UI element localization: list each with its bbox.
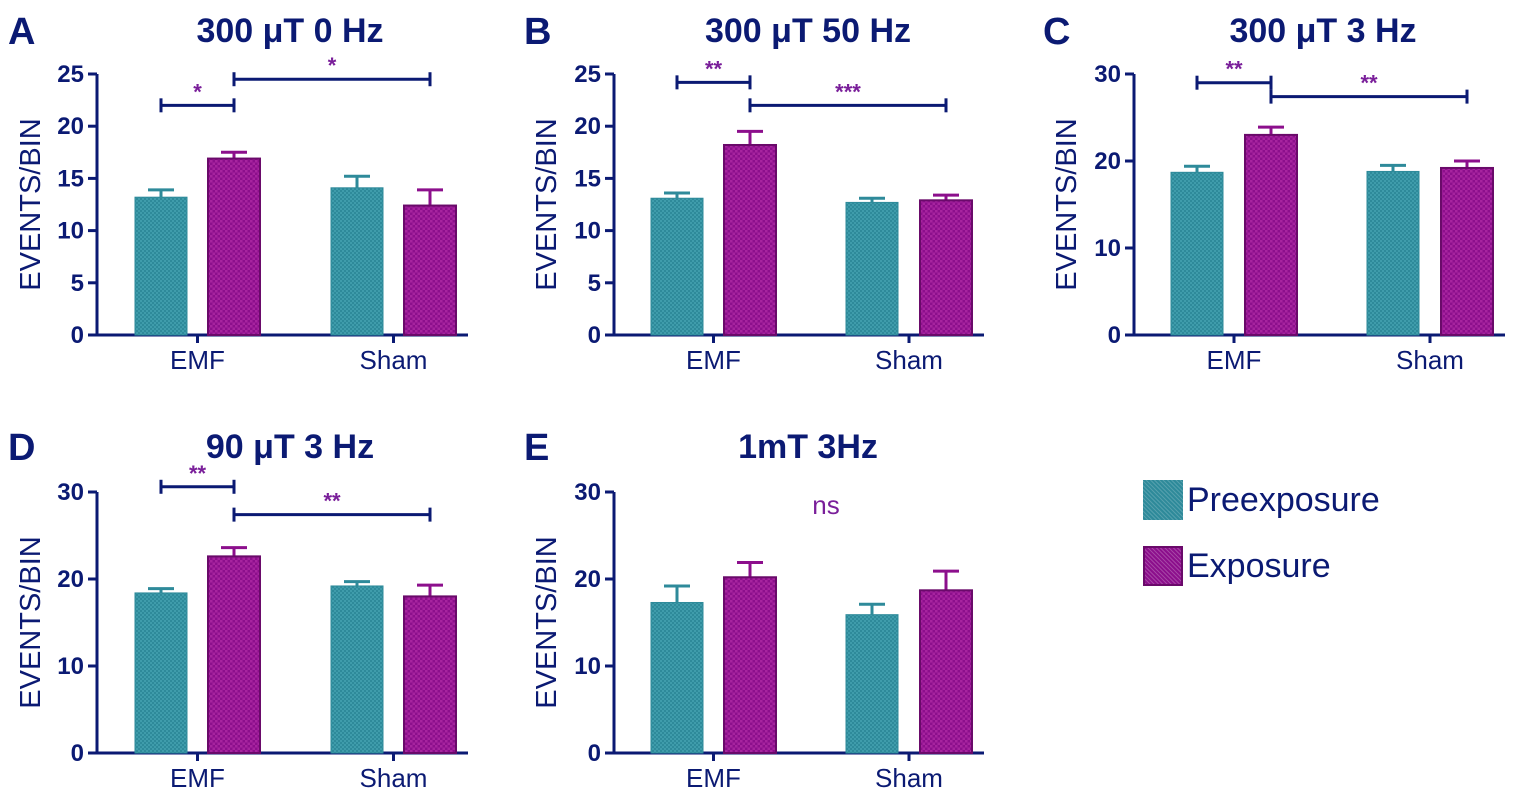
panel-c-category-label: Sham xyxy=(1396,345,1464,375)
panel-c-category-label: EMF xyxy=(1207,345,1262,375)
panel-a-bar-preexposure-emf xyxy=(134,196,188,336)
panel-b-significance-label: ** xyxy=(705,56,723,81)
panel-a-ytick-label: 25 xyxy=(57,61,84,88)
panel-d-ytick-label: 0 xyxy=(71,740,84,767)
panel-e-letter: E xyxy=(524,427,549,469)
legend-item-exposure: Exposure xyxy=(1143,539,1463,593)
panel-c-bar-preexposure-sham xyxy=(1366,170,1420,336)
panel-a-ytick-label: 20 xyxy=(57,113,84,140)
panel-b-bar-exposure-emf xyxy=(723,143,777,336)
panel-e-annotation: ns xyxy=(812,490,839,520)
exposure-swatch xyxy=(1143,546,1183,586)
panel-d-category-label: Sham xyxy=(360,763,428,793)
panel-c-bar-preexposure-emf xyxy=(1170,171,1224,336)
panel-e-ytick-label: 10 xyxy=(574,653,601,680)
panel-b-ytick-label: 10 xyxy=(574,218,601,245)
panel-e-title: 1mT 3Hz xyxy=(738,428,878,466)
panel-d-letter: D xyxy=(8,427,35,469)
panel-e-ytick-label: 20 xyxy=(574,566,601,593)
panel-c-bar-exposure-emf xyxy=(1244,133,1298,336)
panel-e-category-label: Sham xyxy=(875,763,943,793)
panel-d-ytick-label: 20 xyxy=(57,566,84,593)
panel-d-significance-label: ** xyxy=(189,461,207,486)
panel-c-title: 300 μT 3 Hz xyxy=(1229,12,1416,50)
panel-b-letter: B xyxy=(524,11,551,53)
panel-a-letter: A xyxy=(8,11,35,53)
panel-a-bar-exposure-emf xyxy=(207,157,261,336)
panel-d-category-label: EMF xyxy=(170,763,225,793)
panel-e-ylabel: EVENTS/BIN xyxy=(531,536,563,708)
panel-b-bar-exposure-sham xyxy=(919,199,973,336)
legend-label-preexposure: Preexposure xyxy=(1187,480,1380,519)
panel-b-ylabel: EVENTS/BIN xyxy=(531,118,563,290)
panel-b-ytick-label: 20 xyxy=(574,113,601,140)
panel-b-title: 300 μT 50 Hz xyxy=(705,12,911,50)
panel-d-bar-preexposure-sham xyxy=(330,585,384,754)
panel-a-bar-exposure-sham xyxy=(403,204,457,336)
panel-a-significance-label: * xyxy=(328,53,337,78)
panel-a-ytick-label: 15 xyxy=(57,165,84,192)
legend-label-exposure: Exposure xyxy=(1187,546,1331,585)
panel-a-bar-preexposure-sham xyxy=(330,187,384,336)
panel-a-ytick-label: 10 xyxy=(57,218,84,245)
panel-c-significance-label: ** xyxy=(1360,71,1378,96)
panel-e-bar-preexposure-emf xyxy=(650,601,704,754)
panel-e-bar-preexposure-sham xyxy=(845,614,899,754)
panel-b-category-label: EMF xyxy=(686,345,741,375)
panel-b-ytick-label: 0 xyxy=(588,322,601,349)
preexposure-swatch xyxy=(1143,480,1183,520)
panel-c-ytick-label: 0 xyxy=(1108,322,1121,349)
panel-b-ytick-label: 15 xyxy=(574,165,601,192)
panel-d-ytick-label: 30 xyxy=(57,479,84,506)
panel-a-ytick-label: 0 xyxy=(71,322,84,349)
panel-a-significance-label: * xyxy=(193,79,202,104)
legend-item-preexposure: Preexposure xyxy=(1143,473,1463,527)
panel-b-ytick-label: 5 xyxy=(588,270,601,297)
panel-b-bar-preexposure-emf xyxy=(650,197,704,336)
panel-a-category-label: EMF xyxy=(170,345,225,375)
panel-b-ytick-label: 25 xyxy=(574,61,601,88)
panel-e-ytick-label: 0 xyxy=(588,740,601,767)
panel-d-title: 90 μT 3 Hz xyxy=(206,428,374,466)
panel-e-bar-exposure-emf xyxy=(723,576,777,755)
panel-c-ytick-label: 20 xyxy=(1094,148,1121,175)
panel-c-significance-label: ** xyxy=(1225,57,1243,82)
panel-b-bar-preexposure-sham xyxy=(845,201,899,336)
panel-a-ytick-label: 5 xyxy=(71,270,84,297)
panel-b-significance-label: *** xyxy=(835,79,861,104)
panel-c-ytick-label: 10 xyxy=(1094,235,1121,262)
panel-d-bar-exposure-sham xyxy=(403,595,457,755)
panel-d-bar-exposure-emf xyxy=(207,555,261,754)
panel-e-ytick-label: 30 xyxy=(574,479,601,506)
panel-a-category-label: Sham xyxy=(360,345,428,375)
panel-c-ylabel: EVENTS/BIN xyxy=(1051,118,1083,290)
panel-e-category-label: EMF xyxy=(686,763,741,793)
panel-d-ytick-label: 10 xyxy=(57,653,84,680)
panel-d-bar-preexposure-emf xyxy=(134,592,188,754)
panel-b-category-label: Sham xyxy=(875,345,943,375)
panel-a-title: 300 μT 0 Hz xyxy=(196,12,383,50)
panel-a-ylabel: EVENTS/BIN xyxy=(15,118,47,290)
panel-e-bar-exposure-sham xyxy=(919,589,973,754)
panel-d-significance-label: ** xyxy=(323,489,341,514)
panel-d-ylabel: EVENTS/BIN xyxy=(15,536,47,708)
panel-c-letter: C xyxy=(1043,11,1070,53)
legend: Preexposure Exposure xyxy=(1143,473,1463,593)
panel-c-ytick-label: 30 xyxy=(1094,61,1121,88)
panel-c-bar-exposure-sham xyxy=(1440,166,1494,336)
